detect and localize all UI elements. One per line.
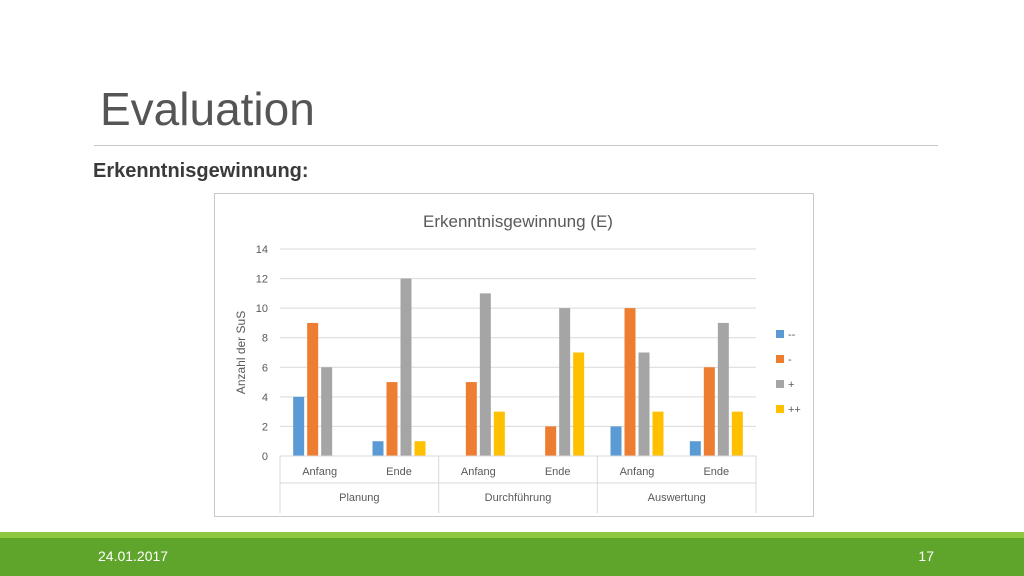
bar [638, 352, 650, 456]
x-group-label: Durchführung [485, 492, 552, 504]
x-tick-label: Anfang [620, 466, 655, 478]
bar [717, 322, 729, 456]
bar [703, 367, 715, 456]
x-tick-label: Ende [703, 466, 729, 478]
x-group-label: Auswertung [648, 492, 706, 504]
bar [624, 308, 636, 456]
y-tick-label: 6 [262, 362, 268, 374]
y-tick-label: 2 [262, 421, 268, 433]
legend-swatch [776, 380, 784, 388]
x-group-label: Planung [339, 492, 379, 504]
page-number: 17 [918, 548, 934, 564]
bar [465, 382, 477, 456]
y-tick-label: 12 [256, 274, 268, 286]
bar [386, 382, 398, 456]
legend-label: + [788, 379, 794, 391]
bar [479, 293, 491, 456]
footer-date: 24.01.2017 [98, 548, 169, 564]
bar [293, 396, 305, 456]
x-tick-label: Ende [386, 466, 412, 478]
bar [372, 441, 384, 456]
legend-label: -- [788, 329, 796, 341]
bar [321, 367, 333, 456]
bar [610, 426, 622, 456]
bar [689, 441, 701, 456]
footer-accent-stripe [0, 532, 1024, 538]
bar [400, 278, 412, 456]
bar [414, 441, 426, 456]
y-tick-label: 14 [256, 244, 268, 256]
x-tick-label: Anfang [461, 466, 496, 478]
legend-swatch [776, 405, 784, 413]
bar [493, 411, 505, 456]
legend-swatch [776, 330, 784, 338]
slide-title: Evaluation [100, 83, 315, 135]
bar [573, 352, 585, 456]
bar [307, 322, 319, 456]
y-tick-label: 0 [262, 451, 268, 463]
y-tick-label: 10 [256, 303, 268, 315]
bar [652, 411, 664, 456]
chart-container: Erkenntnisgewinnung (E) 0 2 4 6 8 10 12 14 Anzahl… [214, 193, 814, 517]
footer-bar [0, 538, 1024, 576]
bar [731, 411, 743, 456]
y-tick-label: 4 [262, 392, 268, 404]
slide-subtitle: Erkenntnisgewinnung: [93, 160, 309, 182]
legend-swatch [776, 355, 784, 363]
title-divider [94, 145, 938, 146]
legend-label: ++ [788, 404, 801, 416]
bar [545, 426, 557, 456]
legend-label: - [788, 354, 792, 366]
y-tick-label: 8 [262, 333, 268, 345]
bar [559, 308, 571, 456]
x-tick-label: Anfang [302, 466, 337, 478]
chart-title: Erkenntnisgewinnung (E) [423, 212, 613, 231]
x-tick-label: Ende [545, 466, 571, 478]
bar-chart: Erkenntnisgewinnung (E) 0 2 4 6 8 10 12 14 Anzahl… [234, 212, 801, 513]
y-axis-label: Anzahl der SuS [234, 311, 248, 394]
